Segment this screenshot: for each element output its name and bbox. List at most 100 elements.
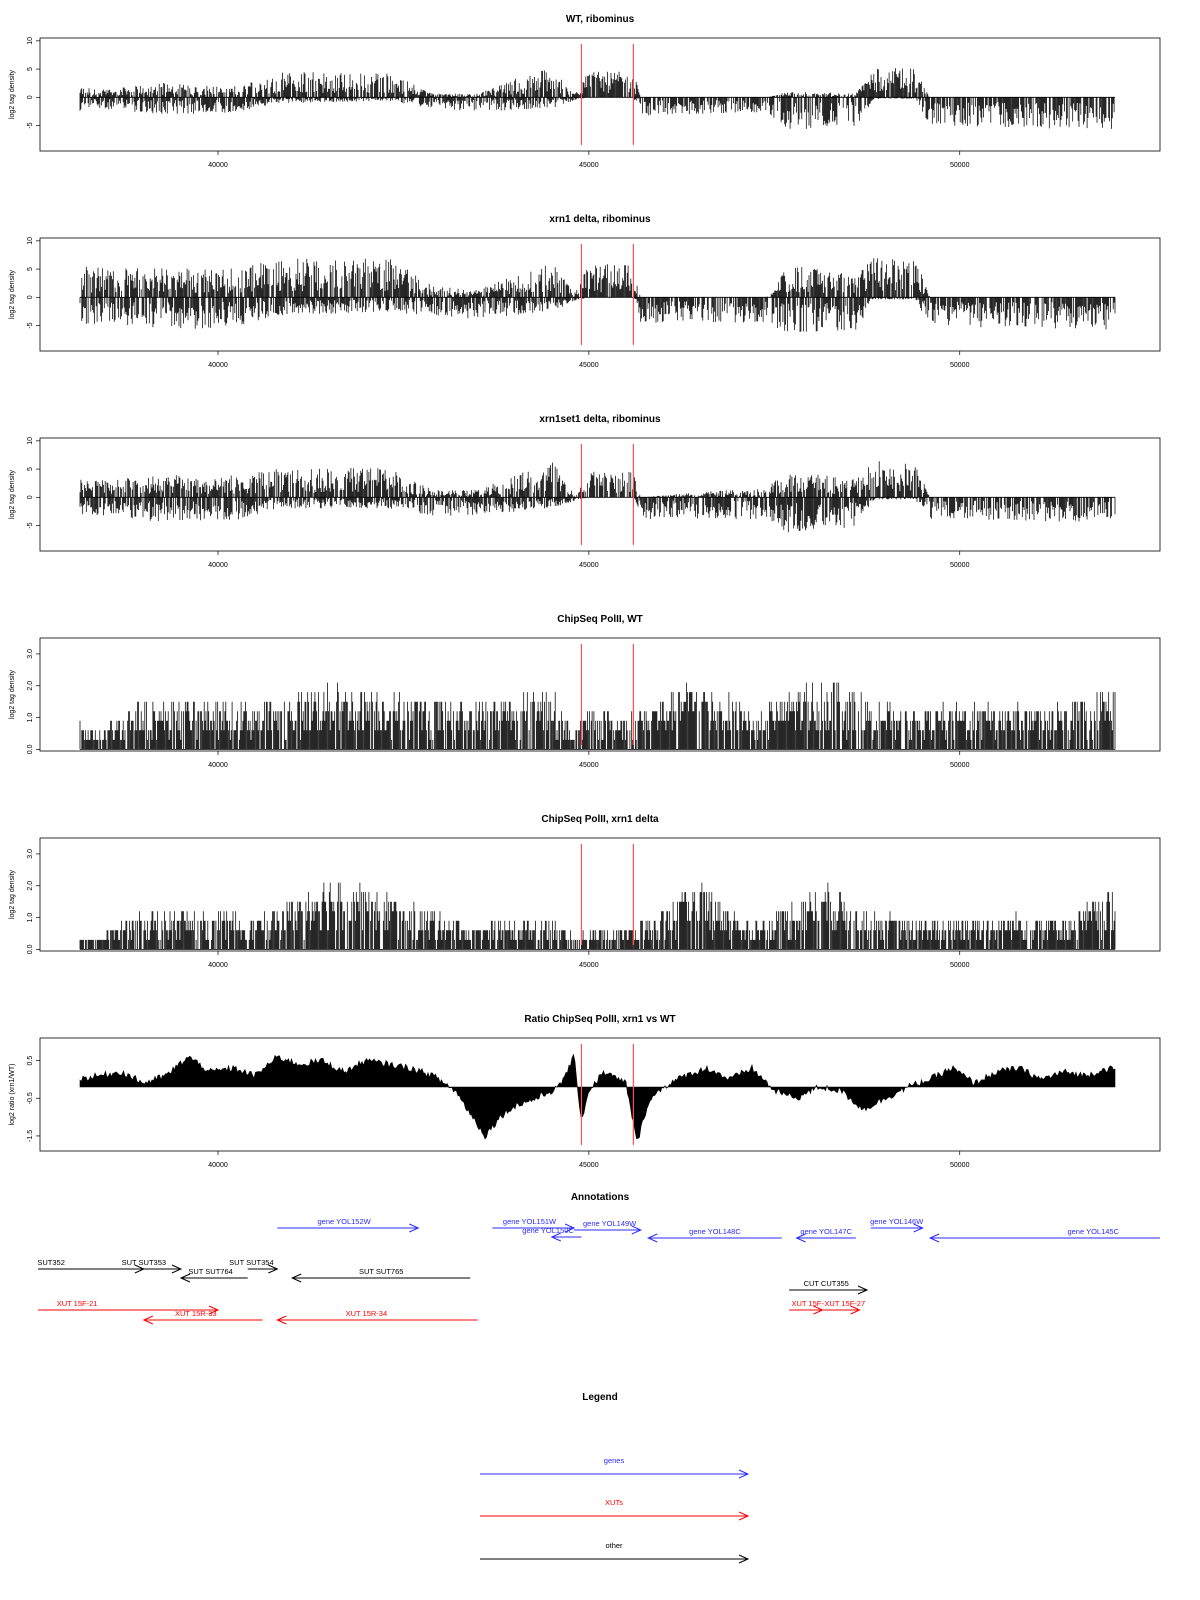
plot-frame [39,837,1161,952]
bars-path [79,68,1115,129]
y-tick-label: 1.0 [27,713,34,723]
legend-item-other: other [480,1541,750,1564]
arrow-head [142,1315,154,1325]
arrow-head [276,1315,287,1325]
y-tick-label: 10 [27,437,34,445]
feature-gene: gene YOL146W [870,1217,924,1233]
feature-xut: XUT 15R-34 [276,1309,478,1325]
track-panel-6: Ratio ChipSeq PolII, xrn1 vs WT log2 rati… [9,1014,1161,1169]
y-tick-label: 0.0 [27,944,34,954]
feature-label: SUT352 [37,1258,65,1267]
feature-label: gene YOL148C [689,1227,741,1236]
feature-label: SUT SUT353 [122,1258,166,1267]
legend-label: genes [604,1456,625,1465]
y-tick-label: 2.0 [27,881,34,891]
feature-xut: XUT 15F-21 [38,1299,220,1315]
y-tick-label: 0.5 [27,1056,34,1066]
y-tick-label: 5 [27,467,34,471]
x-tick-label: 45000 [579,162,599,169]
legend-item-gene: genes [480,1456,750,1479]
data-series [79,68,1115,129]
arrow-head [134,1264,146,1274]
y-axis-label: log2 ratio (xrn1/WT) [9,1064,16,1126]
y-tick-label: 1.0 [27,913,34,923]
feature-label: gene YOL147C [800,1227,852,1236]
data-series [79,682,1116,750]
x-tick-label: 50000 [950,362,970,369]
panel-title: xrn1 delta, ribominus [549,214,651,225]
feature-other: SUT SUT353 [122,1258,183,1274]
y-axis-label: log2 tag density [9,669,16,719]
panel-title: ChipSeq PolII, xrn1 delta [541,814,659,825]
bars-path [79,461,1116,533]
panel-title: WT, ribominus [566,14,635,25]
arrow-head [171,1264,183,1274]
y-tick-label: -0.5 [27,1092,34,1104]
arrow-head [857,1285,869,1295]
bars-path [79,682,1116,750]
feature-label: XUT 15F-21 [57,1299,98,1308]
feature-label: XUT 15F-27 [824,1299,865,1308]
arrow-head [646,1233,658,1243]
x-tick-label: 40000 [208,1162,228,1169]
legend: Legend genes XUTs other [480,1392,750,1564]
bars-path [79,258,1116,332]
feature-other: SUT SUT765 [290,1267,471,1283]
panel-title: Ratio ChipSeq PolII, xrn1 vs WT [524,1014,675,1025]
x-tick-label: 50000 [950,1162,970,1169]
y-tick-label: 0 [27,95,34,99]
x-tick-label: 50000 [950,162,970,169]
x-tick-label: 40000 [208,562,228,569]
plot-frame [39,437,1161,552]
y-tick-label: 2.0 [27,681,34,691]
arrow-head [550,1232,561,1242]
feature-gene: gene YOL152W [277,1217,420,1233]
feature-gene: gene YOL147C [795,1227,856,1243]
arrow-head [631,1225,643,1235]
feature-xut: XUT 15F- [789,1299,824,1315]
panel-title: xrn1set1 delta, ribominus [539,414,661,425]
x-tick-label: 50000 [950,962,970,969]
legend-item-xut: XUTs [480,1498,750,1521]
x-tick-label: 45000 [579,562,599,569]
plot-frame [39,237,1161,352]
bars-path [79,882,1116,950]
feature-label: SUT SUT765 [359,1267,403,1276]
track-panel-4: ChipSeq PolII, WT log2 tag density 0.0 1.0 2… [9,614,1161,769]
feature-gene: gene YOL145C [928,1227,1160,1243]
feature-other: SUT SUT764 [179,1267,248,1283]
feature-label: XUT 15F- [791,1299,824,1308]
data-series [79,461,1116,533]
feature-gene: gene YOL148C [646,1227,782,1243]
arrow-head [179,1273,191,1283]
feature-label: gene YOL146W [870,1217,924,1226]
arrow-head [208,1305,220,1315]
x-tick-label: 40000 [208,962,228,969]
feature-label: XUT 15R-33 [175,1309,217,1318]
arrow-head [913,1223,924,1233]
y-tick-label: 10 [27,37,34,45]
feature-label: gene YOL151W [503,1217,557,1226]
x-tick-label: 45000 [579,362,599,369]
x-tick-label: 50000 [950,762,970,769]
data-series [79,1053,1116,1140]
track-panel-5: ChipSeq PolII, xrn1 delta log2 tag densit… [9,814,1161,969]
x-tick-label: 50000 [950,562,970,569]
arrow-head [795,1233,806,1243]
y-axis-label: log2 tag density [9,869,16,919]
feature-gene: gene YOL150C [522,1226,582,1242]
legend-label: other [605,1541,623,1550]
feature-xut: XUT 15F-27 [822,1299,865,1315]
x-tick-label: 45000 [579,1162,599,1169]
y-tick-label: -5 [27,122,34,128]
arrow-head [564,1223,576,1233]
y-tick-label: 0.0 [27,744,34,754]
feature-label: gene YOL145C [1067,1227,1119,1236]
arrow-head [290,1273,302,1283]
y-tick-label: -5 [27,522,34,528]
x-tick-label: 40000 [208,362,228,369]
feature-gene: gene YOL149W [574,1219,643,1235]
track-panel-1: WT, ribominus log2 tag density 10 5 0 -5 40000… [9,14,1161,169]
feature-other: SUT SUT354 [229,1258,279,1274]
track-panel-2: xrn1 delta, ribominus log2 tag density 10 5… [9,214,1161,369]
